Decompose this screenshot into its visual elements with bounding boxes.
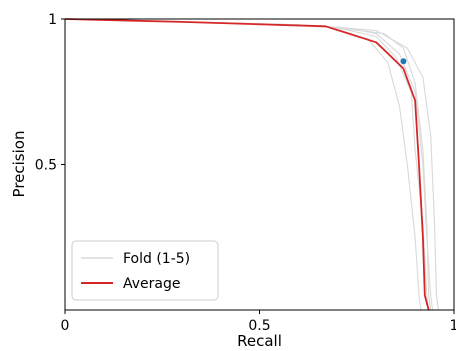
- x-tick-label: 0.5: [248, 318, 270, 334]
- ticks-layer: 0 0.5 1 0.5 1: [35, 12, 456, 334]
- series-line-average: [64, 18, 430, 311]
- y-axis-title: Precision: [10, 131, 28, 198]
- x-axis-title: Recall: [237, 332, 282, 350]
- series-layer: [64, 18, 439, 311]
- legend-label-fold: Fold (1-5): [123, 251, 190, 267]
- legend: Fold (1-5) Average: [71, 240, 219, 301]
- y-tick-label: 1: [48, 12, 57, 28]
- legend-box: [71, 240, 219, 301]
- legend-label-average: Average: [123, 276, 181, 292]
- x-tick-label: 1: [450, 318, 456, 334]
- operating-point-marker: [400, 58, 407, 65]
- marker-layer: [400, 58, 407, 65]
- x-tick-label: 0: [61, 318, 70, 334]
- y-tick-label: 0.5: [35, 158, 57, 174]
